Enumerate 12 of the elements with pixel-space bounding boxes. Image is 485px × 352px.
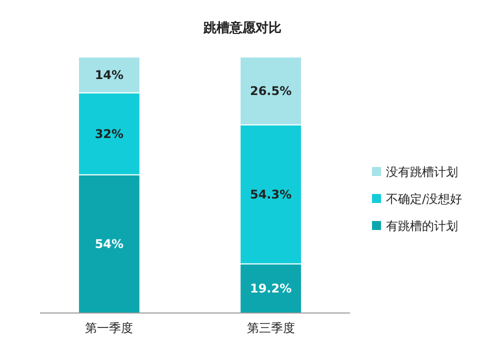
- x-tick-label: 第一季度: [85, 321, 134, 335]
- legend-label: 有跳槽的计划: [386, 219, 458, 234]
- legend-label: 不确定/没想好: [386, 192, 462, 206]
- legend-label: 没有跳槽计划: [386, 165, 458, 180]
- data-label: 26.5%: [250, 84, 292, 98]
- data-label: 54%: [94, 237, 124, 252]
- data-label: 14%: [94, 68, 124, 82]
- x-tick-label: 第三季度: [246, 321, 295, 335]
- data-label: 54.3%: [250, 188, 292, 202]
- chart-title: 跳槽意愿对比: [202, 20, 282, 36]
- data-label: 19.2%: [250, 282, 292, 296]
- data-label: 32%: [94, 127, 124, 141]
